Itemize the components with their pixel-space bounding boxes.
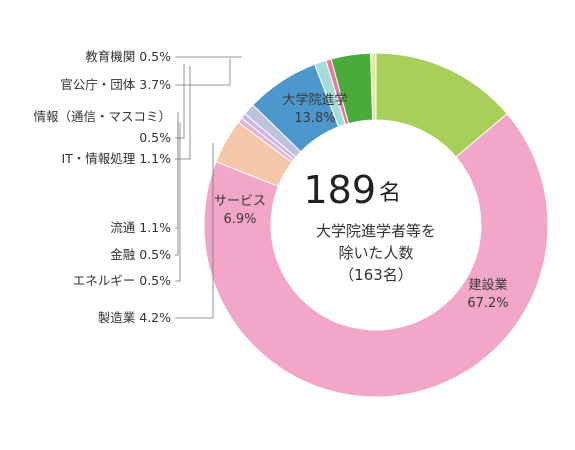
leader-line-3 [175, 122, 181, 282]
slice-label-1: 建設業 [468, 277, 507, 293]
slice-value-0: 13.8% [294, 111, 335, 126]
slice-10 [370, 52, 377, 121]
slice-label-7: IT・情報処理 1.1% [61, 151, 171, 166]
leader-line-7 [175, 66, 191, 160]
slice-label-8: 情報（通信・マスコミ） [33, 109, 171, 124]
center-total-unit: 名 [379, 181, 401, 206]
leader-line-8 [175, 63, 185, 139]
slice-value-8: 0.5% [139, 130, 171, 145]
leader-line-4 [175, 118, 179, 256]
leader-lines-group [175, 56, 242, 319]
slice-label-10: 教育機関 0.5% [85, 49, 171, 64]
slice-label-5: 流通 1.1% [110, 220, 171, 235]
slice-value-1: 67.2% [467, 296, 508, 311]
slice-label-0: 大学院進学 [282, 92, 347, 108]
labels-group: 大学院進学 13.8% 建設業 67.2% 製造業 4.2% エネルギー 0.5% 金融 0… [33, 49, 508, 325]
center-caption-line-2: 除いた人数 [338, 244, 413, 262]
center-caption-line-3: （163名） [339, 266, 413, 284]
slice-label-2: 製造業 4.2% [98, 310, 171, 325]
slices-group [203, 52, 549, 398]
slice-label-6: サービス [214, 194, 266, 209]
center-total-number: 189 [303, 168, 376, 212]
leader-line-9 [175, 58, 231, 86]
leader-line-5 [175, 111, 179, 229]
center-caption-line-1: 大学院進学者等を [316, 222, 436, 240]
leader-line-2 [175, 143, 214, 319]
slice-label-4: 金融 0.5% [110, 247, 171, 262]
slice-label-9: 官公庁・団体 3.7% [60, 77, 171, 92]
slice-value-6: 6.9% [223, 212, 256, 227]
slice-label-3: エネルギー 0.5% [73, 273, 171, 288]
slice-1 [203, 113, 549, 398]
